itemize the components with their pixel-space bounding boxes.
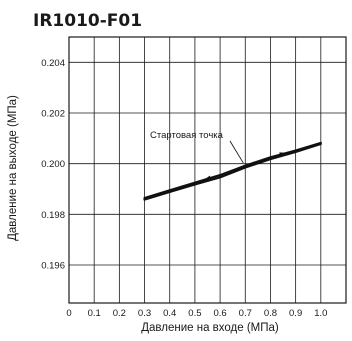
x-tick-label: 0.5: [188, 308, 201, 319]
x-tick-label: 1.0: [314, 308, 327, 319]
y-tick-label: 0.200: [41, 159, 65, 170]
x-tick-label: 0.4: [163, 308, 176, 319]
x-tick-label: 0: [66, 308, 71, 319]
x-tick-label: 0.8: [264, 308, 277, 319]
x-tick-label: 0.9: [289, 308, 302, 319]
x-tick-label: 0.2: [113, 308, 126, 319]
annotation-label: Стартовая точка: [150, 130, 224, 141]
x-axis-label: Давление на входе (МПа): [141, 322, 279, 334]
annotation-leader-line: [229, 140, 244, 164]
plot-frame: [68, 36, 347, 304]
series-1-line: [143, 141, 322, 200]
y-tick-label: 0.196: [41, 261, 65, 272]
chart-title: IR1010-F01: [33, 11, 142, 31]
y-tick-label: 0.202: [41, 109, 65, 120]
x-tick-label: 0.7: [239, 308, 252, 319]
y-tick-label: 0.198: [41, 210, 65, 221]
y-tick-label: 0.204: [41, 58, 65, 69]
x-tick-label: 0.1: [88, 308, 101, 319]
y-axis-label: Давление на выходе (МПа): [7, 95, 19, 241]
series-1-direction-arrow: [279, 152, 287, 158]
x-tick-label: 0.6: [213, 308, 226, 319]
x-tick-label: 0.3: [138, 308, 151, 319]
series-1-direction-arrow: [203, 175, 212, 181]
series-2-line: [143, 142, 322, 201]
